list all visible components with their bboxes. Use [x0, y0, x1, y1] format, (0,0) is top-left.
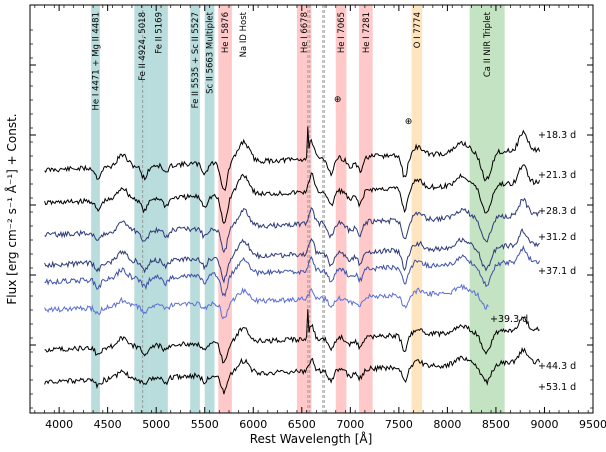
spectrum-1 — [44, 164, 541, 224]
x-tick-label-2: 5000 — [142, 418, 170, 431]
band-label-2: Fe II 5169 — [155, 12, 165, 54]
band-4 — [204, 5, 215, 413]
band-label-4: Sc II 5663 Multiplet — [206, 11, 216, 94]
epoch-label-7: +53.1 d — [538, 382, 576, 393]
reference-lines — [142, 5, 325, 413]
x-tick-label-7: 7500 — [385, 418, 413, 431]
band-9 — [359, 5, 373, 413]
telluric-markers: ⊕⊕ — [334, 95, 412, 127]
epoch-label-6: +44.3 d — [538, 361, 576, 372]
band-5 — [218, 5, 232, 413]
spectrum-7 — [44, 346, 541, 395]
band-label-0: He I 4471 + Mg II 4481 — [92, 12, 102, 110]
epoch-labels: +18.3 d +21.3 d +28.3 d +31.2 d +37.1 d +39.3… — [490, 130, 576, 393]
spectrum-6 — [44, 309, 540, 364]
band-label-8: He I 7065 — [337, 12, 347, 53]
spectrum-2 — [44, 197, 540, 254]
x-axis-ticks: 4000 4500 5000 5500 6000 6500 7000 7500 8000 8500… — [34, 5, 606, 431]
x-axis-label: Rest Wavelength [Å] — [250, 431, 373, 446]
x-tick-label-8: 8000 — [433, 418, 461, 431]
telluric-marker-1: ⊕ — [405, 117, 413, 127]
band-label-5: He I 5876 — [221, 12, 231, 53]
band-label-11: Ca II NIR Triplet — [483, 11, 493, 77]
x-tick-label-11: 9500 — [579, 418, 606, 431]
band-3 — [190, 5, 200, 413]
line-id-bands — [91, 5, 505, 413]
band-label-7: He I 6678 — [300, 12, 310, 53]
epoch-label-4: +37.1 d — [538, 266, 576, 277]
band-10 — [411, 5, 423, 413]
x-tick-label-4: 6000 — [239, 418, 267, 431]
spectrum-3 — [44, 227, 540, 284]
band-label-10: O I 7774 — [413, 12, 423, 48]
telluric-marker-0: ⊕ — [334, 95, 342, 105]
spectrum-0 — [44, 126, 541, 192]
epoch-label-5: +39.3 d — [490, 314, 528, 325]
band-label-3: Fe II 5535 + Sc II 5527 — [191, 12, 201, 108]
band-2 — [149, 5, 168, 413]
band-labels: He I 4471 + Mg II 4481 Fe II 4924, 5018 Fe… — [92, 11, 494, 110]
x-tick-label-10: 9000 — [530, 418, 558, 431]
spectrum-4 — [44, 245, 541, 298]
x-tick-label-0: 4000 — [45, 418, 73, 431]
epoch-label-1: +21.3 d — [538, 170, 576, 181]
x-tick-label-9: 8500 — [482, 418, 510, 431]
band-11 — [469, 5, 505, 413]
x-tick-label-3: 5500 — [191, 418, 219, 431]
epoch-label-0: +18.3 d — [538, 130, 576, 141]
band-1 — [134, 5, 150, 413]
y-axis-label: Flux [erg cm⁻² s⁻¹ Å⁻¹] + Const. — [4, 113, 19, 304]
band-7 — [296, 5, 312, 413]
band-label-6: Na ID Host — [239, 11, 249, 57]
plot-frame — [29, 4, 594, 414]
band-0 — [91, 5, 100, 413]
band-label-1: Fe II 4924, 5018 — [138, 12, 148, 81]
band-label-9: He I 7281 — [362, 12, 372, 53]
spectrum-5 — [44, 283, 489, 320]
y-axis-ticks — [30, 29, 593, 409]
band-8 — [335, 5, 347, 413]
spectra-series — [44, 126, 541, 395]
epoch-label-3: +31.2 d — [538, 232, 576, 243]
x-tick-label-6: 7000 — [336, 418, 364, 431]
x-tick-label-5: 6500 — [288, 418, 316, 431]
x-tick-label-1: 4500 — [94, 418, 122, 431]
epoch-label-2: +28.3 d — [538, 206, 576, 217]
